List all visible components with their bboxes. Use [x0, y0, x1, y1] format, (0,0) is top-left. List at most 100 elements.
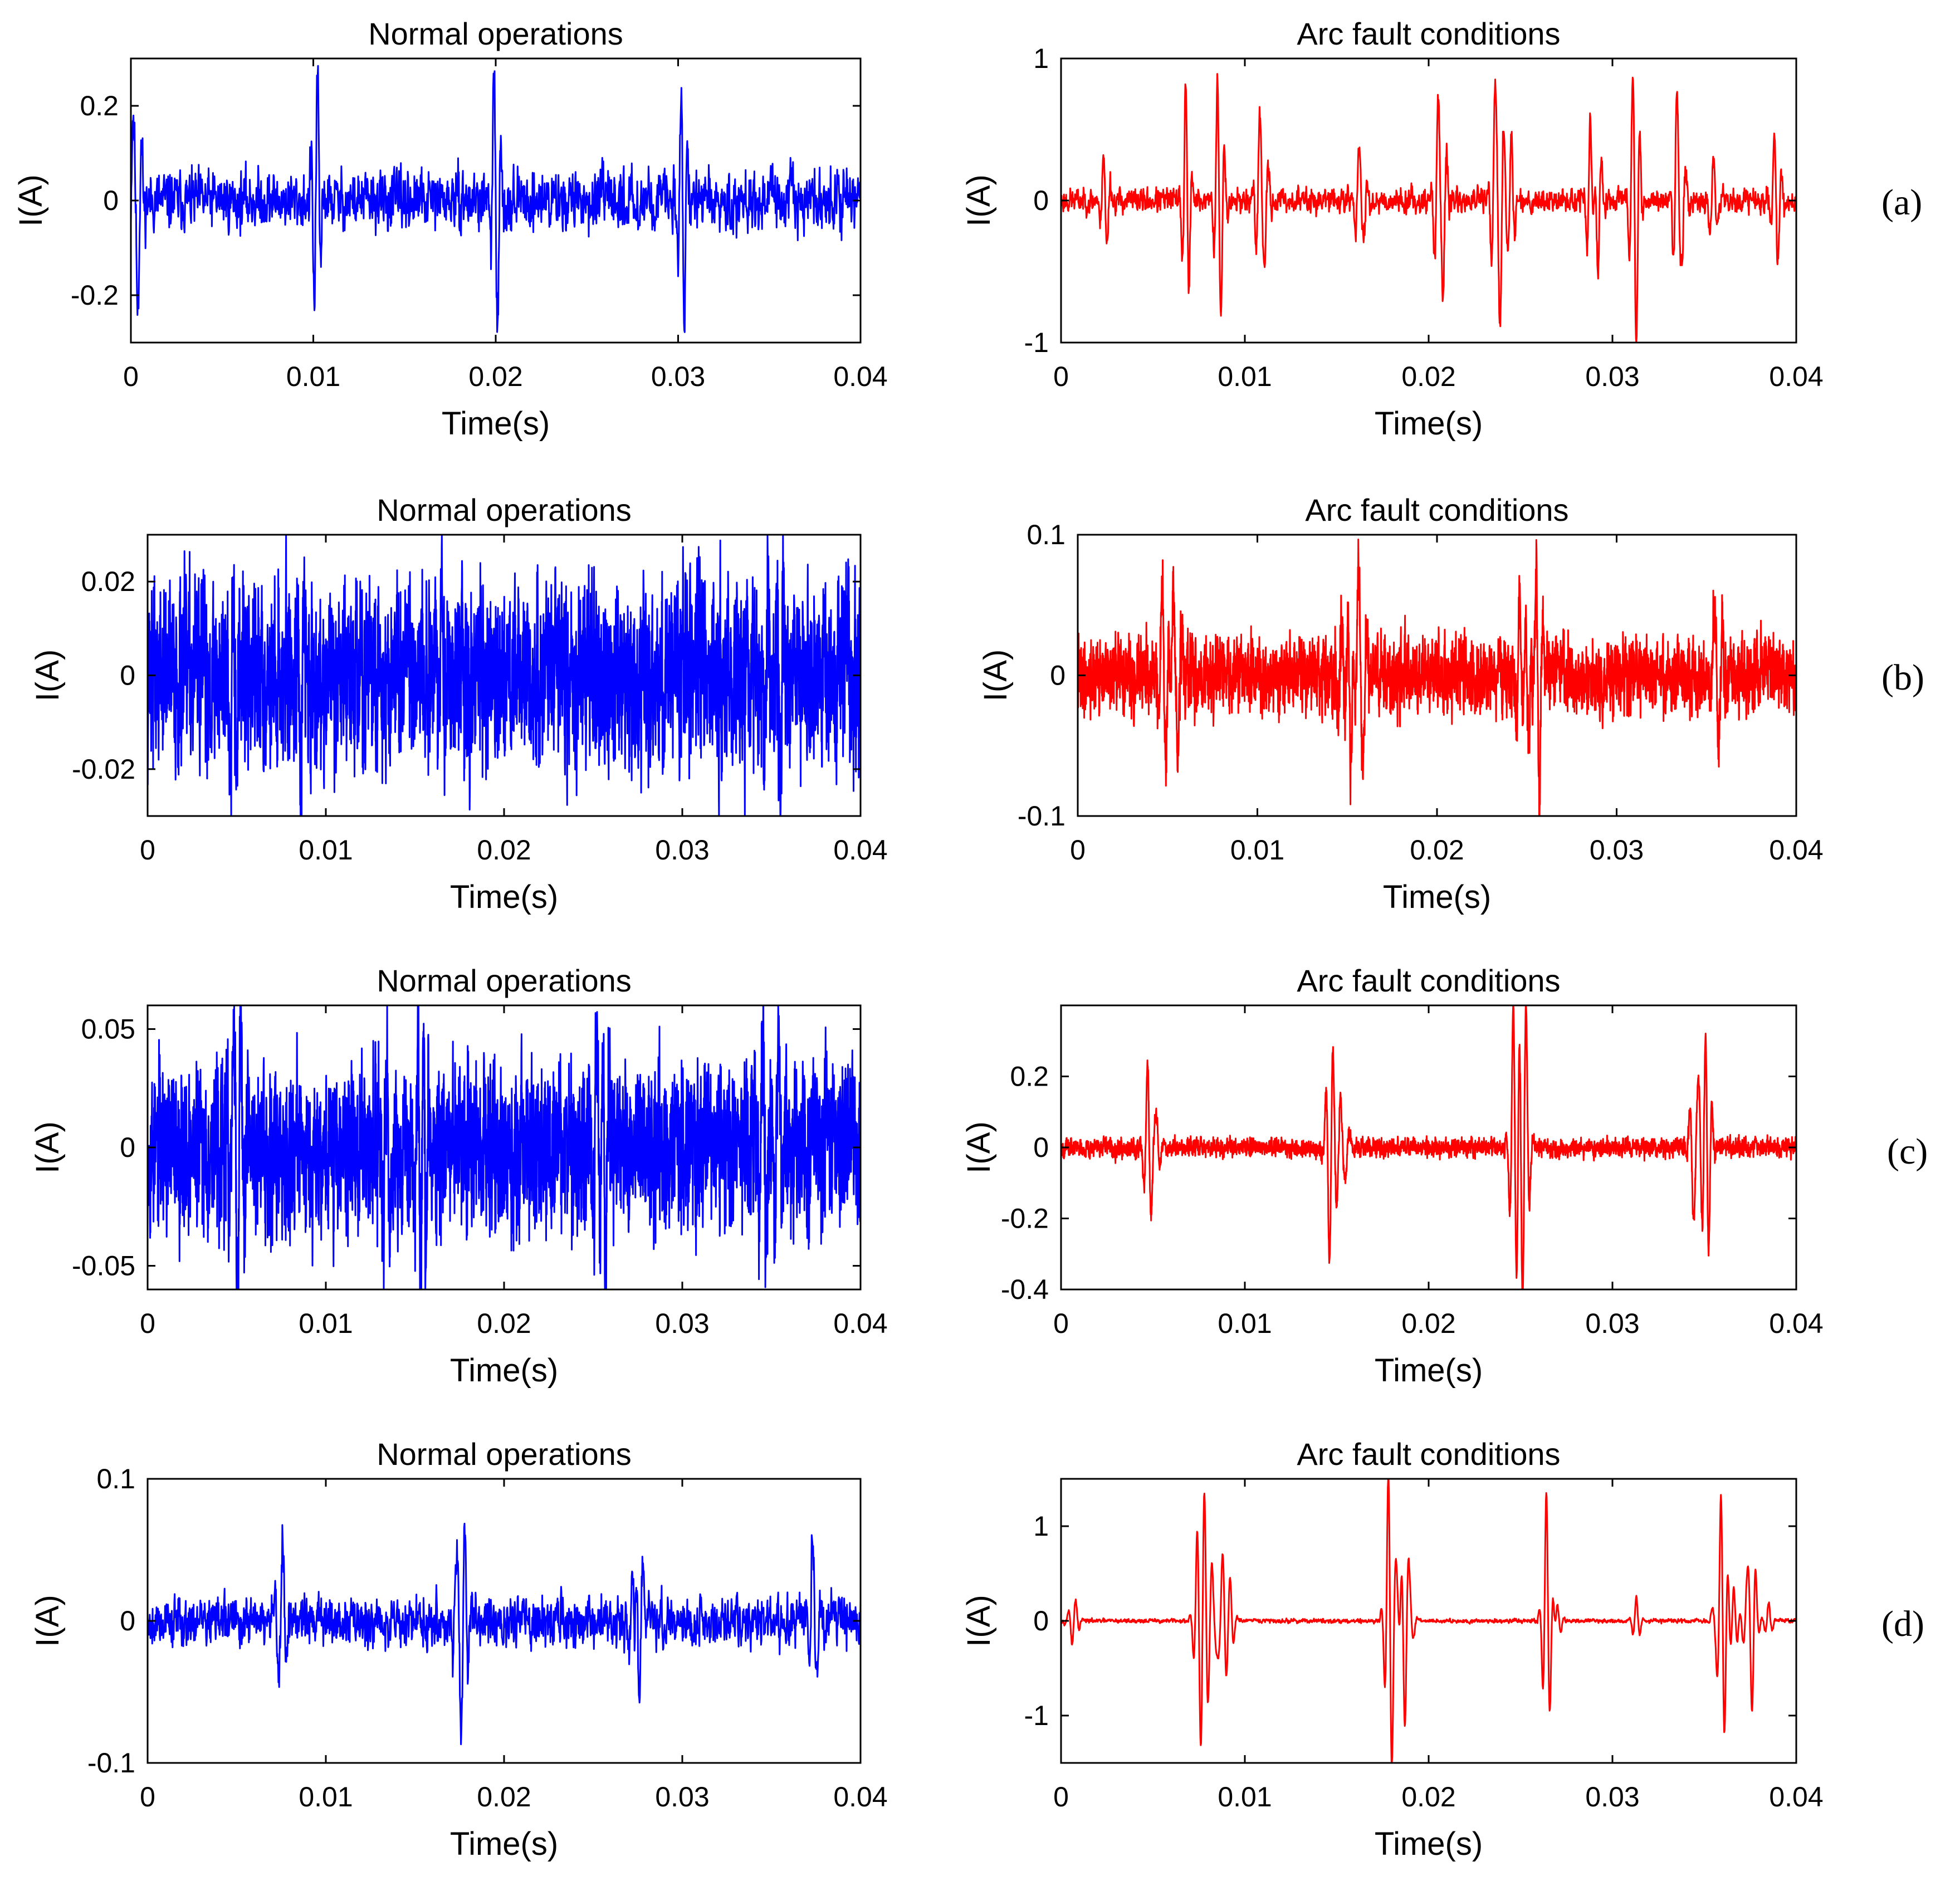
y-tick-label-c-fault: -0.4: [1001, 1274, 1049, 1305]
panel-title-b-fault: Arc fault conditions: [1305, 492, 1568, 527]
x-tick-label-b-normal: 0.03: [655, 834, 709, 866]
panel-title-c-normal: Normal operations: [377, 963, 632, 998]
x-tick-label-c-normal: 0.01: [299, 1308, 353, 1339]
series-line-c-fault: [1061, 1005, 1796, 1289]
x-tick-label-a-normal: 0.01: [286, 361, 340, 392]
x-tick-label-d-fault: 0: [1053, 1781, 1069, 1812]
chart-panel-d-fault: 0 0.01 0.02 0.03 0.04 -1 0 1 Arc fault condition…: [961, 1437, 1824, 1862]
y-tick-label-a-fault: -1: [1024, 327, 1049, 358]
x-tick-label-a-normal: 0: [123, 361, 139, 392]
y-tick-label-d-fault: 0: [1033, 1605, 1049, 1636]
x-axis-label-a-fault: Time(s): [1375, 405, 1483, 442]
y-tick-label-a-normal: -0.2: [71, 280, 119, 311]
y-tick-label-d-fault: -1: [1024, 1700, 1049, 1731]
x-tick-label-a-fault: 0.04: [1769, 361, 1823, 392]
x-tick-label-a-normal: 0.04: [833, 361, 887, 392]
x-tick-label-c-normal: 0.03: [655, 1308, 709, 1339]
x-tick-label-c-normal: 0.04: [833, 1308, 887, 1339]
series-line-d-normal: [148, 1522, 861, 1746]
y-axis-label-d-fault: I(A): [961, 1595, 997, 1647]
row-label-d: (d): [1881, 1604, 1924, 1644]
x-tick-label-d-normal: 0: [140, 1781, 155, 1812]
y-tick-label-a-normal: 0: [103, 185, 119, 216]
x-tick-label-c-fault: 0.02: [1401, 1308, 1455, 1339]
chart-panel-a-normal: 0 0.01 0.02 0.03 0.04 -0.2 0 0.2 Normal operatio…: [13, 16, 888, 442]
x-tick-label-c-normal: 0.02: [477, 1308, 531, 1339]
chart-panel-c-fault: 0 0.01 0.02 0.03 0.04 -0.4 -0.2 0 0.2 Arc fault c…: [961, 963, 1824, 1389]
x-axis-label-a-normal: Time(s): [442, 405, 550, 442]
chart-panel-b-normal: 0 0.01 0.02 0.03 0.04 -0.02 0 0.02 Normal operat…: [30, 492, 888, 915]
x-tick-label-b-normal: 0.04: [833, 834, 887, 866]
y-axis-label-b-fault: I(A): [977, 649, 1014, 701]
y-tick-label-b-normal: 0.02: [81, 566, 135, 597]
x-tick-label-d-normal: 0.02: [477, 1781, 531, 1812]
x-tick-label-c-normal: 0: [140, 1308, 155, 1339]
x-tick-label-d-fault: 0.02: [1401, 1781, 1455, 1812]
x-tick-label-b-fault: 0: [1070, 834, 1086, 866]
series-line-c-normal: [148, 1005, 861, 1289]
y-tick-label-c-normal: -0.05: [72, 1250, 135, 1282]
y-tick-label-b-fault: -0.1: [1018, 800, 1065, 832]
y-axis-label-a-normal: I(A): [13, 174, 49, 226]
x-axis-label-c-normal: Time(s): [450, 1352, 558, 1389]
y-tick-label-a-fault: 0: [1033, 185, 1049, 216]
panel-title-b-normal: Normal operations: [377, 492, 632, 527]
series-line-b-fault: [1078, 539, 1796, 816]
y-tick-label-b-normal: -0.02: [72, 754, 135, 785]
x-tick-label-b-normal: 0.02: [477, 834, 531, 866]
y-tick-label-c-normal: 0.05: [81, 1014, 135, 1045]
panel-title-d-fault: Arc fault conditions: [1297, 1437, 1560, 1472]
x-tick-label-c-fault: 0.04: [1769, 1308, 1823, 1339]
x-axis-label-b-fault: Time(s): [1383, 879, 1491, 915]
y-axis-label-c-fault: I(A): [961, 1121, 997, 1173]
y-tick-label-d-normal: 0.1: [96, 1463, 135, 1494]
panel-title-a-normal: Normal operations: [368, 16, 623, 51]
panel-title-d-normal: Normal operations: [377, 1437, 632, 1472]
row-label-c: (c): [1887, 1131, 1928, 1172]
x-axis-label-d-fault: Time(s): [1375, 1826, 1483, 1862]
x-tick-label-b-fault: 0.04: [1769, 834, 1823, 866]
y-tick-label-b-normal: 0: [120, 660, 135, 691]
x-tick-label-a-normal: 0.02: [468, 361, 522, 392]
x-axis-label-c-fault: Time(s): [1375, 1352, 1483, 1389]
y-tick-label-d-fault: 1: [1033, 1511, 1049, 1542]
x-tick-label-d-fault: 0.04: [1769, 1781, 1823, 1812]
x-tick-label-b-normal: 0.01: [299, 834, 353, 866]
x-tick-label-a-fault: 0: [1053, 361, 1069, 392]
y-tick-label-d-normal: 0: [120, 1605, 135, 1636]
y-tick-label-a-fault: 1: [1033, 43, 1049, 74]
x-tick-label-d-normal: 0.01: [299, 1781, 353, 1812]
y-tick-label-c-normal: 0: [120, 1132, 135, 1163]
series-line-d-fault: [1061, 1479, 1796, 1763]
series-line-a-fault: [1061, 73, 1796, 343]
y-axis-label-c-normal: I(A): [30, 1121, 66, 1173]
y-tick-label-d-normal: -0.1: [87, 1747, 135, 1779]
x-tick-label-c-fault: 0: [1053, 1308, 1069, 1339]
y-tick-label-c-fault: 0: [1033, 1132, 1049, 1163]
x-tick-label-a-fault: 0.02: [1401, 361, 1455, 392]
x-tick-label-c-fault: 0.03: [1585, 1308, 1639, 1339]
x-tick-label-a-fault: 0.01: [1218, 361, 1272, 392]
y-axis-label-b-normal: I(A): [30, 649, 66, 701]
x-tick-label-a-normal: 0.03: [651, 361, 705, 392]
series-line-b-normal: [148, 535, 861, 816]
x-tick-label-b-fault: 0.02: [1410, 834, 1464, 866]
x-axis-label-d-normal: Time(s): [450, 1826, 558, 1862]
y-tick-label-a-normal: 0.2: [80, 90, 119, 121]
x-tick-label-d-fault: 0.03: [1585, 1781, 1639, 1812]
y-tick-label-b-fault: 0.1: [1027, 519, 1065, 550]
x-tick-label-c-fault: 0.01: [1218, 1308, 1272, 1339]
x-tick-label-d-fault: 0.01: [1218, 1781, 1272, 1812]
y-tick-label-c-fault: -0.2: [1001, 1203, 1049, 1234]
x-tick-label-a-fault: 0.03: [1585, 361, 1639, 392]
y-tick-label-b-fault: 0: [1050, 660, 1065, 691]
series-line-a-normal: [131, 65, 861, 333]
row-label-b: (b): [1881, 657, 1924, 698]
panel-title-c-fault: Arc fault conditions: [1297, 963, 1560, 998]
x-tick-label-b-fault: 0.03: [1590, 834, 1644, 866]
